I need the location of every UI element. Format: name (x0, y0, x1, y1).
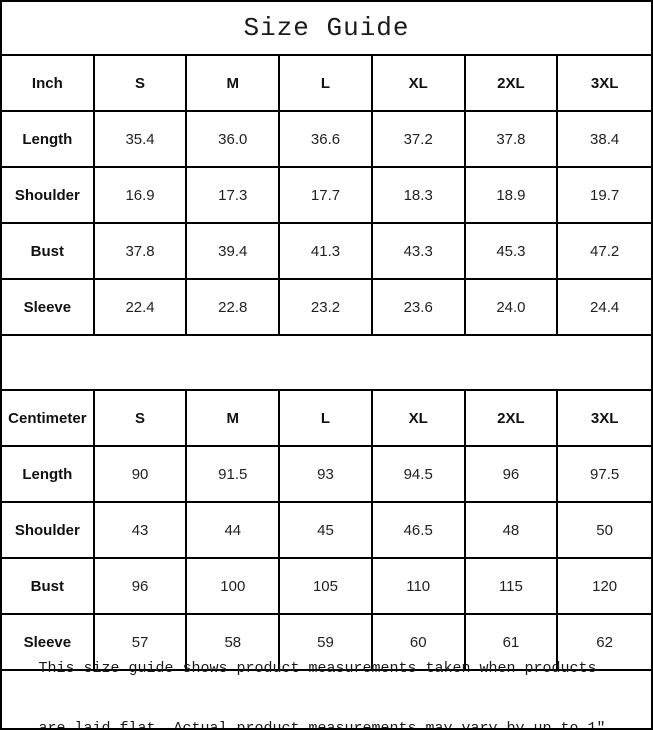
size-header-2xl: 2XL (465, 56, 559, 112)
row-label-sleeve: Sleeve (2, 280, 95, 336)
measurement-value: 17.7 (280, 168, 373, 224)
size-header-m: M (187, 56, 281, 112)
measurement-value: 60 (372, 615, 466, 671)
inch-header-row: Inch S M L XL 2XL 3XL (2, 56, 651, 112)
row-label-bust: Bust (2, 224, 95, 280)
row-label-length: Length (2, 112, 95, 168)
unit-header-inch: Inch (2, 56, 95, 112)
measurement-value: 18.3 (372, 168, 466, 224)
row-label-sleeve: Sleeve (2, 615, 95, 671)
measurement-value: 48 (465, 503, 559, 559)
measurement-value: 94.5 (372, 447, 466, 503)
measurement-value: 41.3 (280, 224, 373, 280)
measurement-value: 19.7 (558, 168, 651, 224)
table-row: Shoulder 43 44 45 46.5 48 50 (2, 503, 651, 559)
measurement-value: 22.4 (94, 280, 188, 336)
table-row: Length 90 91.5 93 94.5 96 97.5 (2, 447, 651, 503)
centimeter-table: Centimeter S M L XL 2XL 3XL Length 90 91… (2, 391, 651, 671)
measurement-value: 59 (280, 615, 373, 671)
row-label-bust: Bust (2, 559, 95, 615)
measurement-value: 62 (558, 615, 651, 671)
measurement-value: 38.4 (558, 112, 651, 168)
measurement-value: 39.4 (187, 224, 281, 280)
footer-note-line1: This size guide shows product measuremen… (38, 659, 597, 677)
measurement-value: 16.9 (94, 168, 188, 224)
measurement-value: 37.2 (372, 112, 466, 168)
measurement-value: 44 (187, 503, 281, 559)
measurement-value: 96 (465, 447, 559, 503)
measurement-value: 57 (94, 615, 188, 671)
measurement-value: 45.3 (465, 224, 559, 280)
footer-note: This size guide shows product measuremen… (2, 660, 651, 728)
row-label-length: Length (2, 447, 95, 503)
measurement-value: 97.5 (558, 447, 651, 503)
measurement-value: 58 (187, 615, 281, 671)
size-header-2xl: 2XL (465, 391, 559, 447)
measurement-value: 36.0 (187, 112, 281, 168)
measurement-value: 18.9 (465, 168, 559, 224)
size-header-xl: XL (372, 391, 466, 447)
table-separator (2, 336, 651, 391)
measurement-value: 43 (94, 503, 188, 559)
measurement-value: 37.8 (94, 224, 188, 280)
size-header-s: S (94, 56, 188, 112)
measurement-value: 36.6 (280, 112, 373, 168)
measurement-value: 37.8 (465, 112, 559, 168)
measurement-value: 23.6 (372, 280, 466, 336)
measurement-value: 43.3 (372, 224, 466, 280)
measurement-value: 100 (187, 559, 281, 615)
row-label-shoulder: Shoulder (2, 503, 95, 559)
inch-table: Inch S M L XL 2XL 3XL Length 35.4 36.0 3… (2, 56, 651, 336)
size-header-3xl: 3XL (558, 391, 651, 447)
measurement-value: 120 (558, 559, 651, 615)
size-header-s: S (94, 391, 188, 447)
table-row: Bust 37.8 39.4 41.3 43.3 45.3 47.2 (2, 224, 651, 280)
size-header-m: M (187, 391, 281, 447)
measurement-value: 50 (558, 503, 651, 559)
measurement-value: 91.5 (187, 447, 281, 503)
table-row: Bust 96 100 105 110 115 120 (2, 559, 651, 615)
centimeter-header-row: Centimeter S M L XL 2XL 3XL (2, 391, 651, 447)
measurement-value: 105 (280, 559, 373, 615)
footer-note-text: This size guide shows product measuremen… (38, 619, 615, 730)
measurement-value: 24.4 (558, 280, 651, 336)
size-header-l: L (280, 391, 373, 447)
measurement-value: 96 (94, 559, 188, 615)
measurement-value: 61 (465, 615, 559, 671)
measurement-value: 93 (280, 447, 373, 503)
size-header-l: L (280, 56, 373, 112)
measurement-value: 17.3 (187, 168, 281, 224)
measurement-value: 47.2 (558, 224, 651, 280)
unit-header-centimeter: Centimeter (2, 391, 95, 447)
measurement-value: 115 (465, 559, 559, 615)
measurement-value: 24.0 (465, 280, 559, 336)
measurement-value: 22.8 (187, 280, 281, 336)
row-label-shoulder: Shoulder (2, 168, 95, 224)
size-header-xl: XL (372, 56, 466, 112)
size-header-3xl: 3XL (558, 56, 651, 112)
footer-note-line2: are laid flat. Actual product measuremen… (38, 719, 615, 730)
measurement-value: 46.5 (372, 503, 466, 559)
table-row: Shoulder 16.9 17.3 17.7 18.3 18.9 19.7 (2, 168, 651, 224)
measurement-value: 110 (372, 559, 466, 615)
measurement-value: 90 (94, 447, 188, 503)
measurement-value: 45 (280, 503, 373, 559)
table-row: Sleeve 22.4 22.8 23.2 23.6 24.0 24.4 (2, 280, 651, 336)
measurement-value: 35.4 (94, 112, 188, 168)
size-guide-title: Size Guide (2, 2, 651, 56)
table-row: Sleeve 57 58 59 60 61 62 (2, 615, 651, 671)
measurement-value: 23.2 (280, 280, 373, 336)
table-row: Length 35.4 36.0 36.6 37.2 37.8 38.4 (2, 112, 651, 168)
